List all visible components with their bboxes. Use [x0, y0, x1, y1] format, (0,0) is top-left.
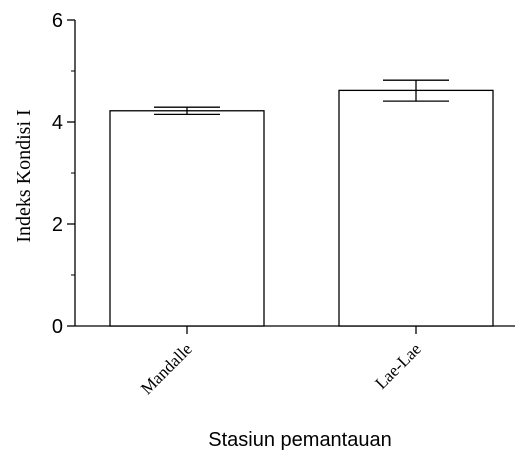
bar-lae-lae: [338, 89, 494, 327]
y-tick-label: 4: [52, 112, 63, 134]
bar-mandalle: [109, 110, 265, 327]
error-bars: [154, 79, 449, 115]
x-tick-label: Lae-Lae: [371, 339, 424, 392]
y-tick-label: 6: [52, 10, 63, 32]
y-tick-label: 0: [52, 316, 63, 338]
x-tick-label: Mandalle: [137, 339, 196, 398]
bars: [109, 89, 494, 327]
y-ticks: 0 2 4 6: [52, 10, 75, 338]
x-axis-title: Stasiun pemantauan: [208, 429, 391, 451]
y-tick-label: 2: [52, 214, 63, 236]
y-axis-title: Indeks Kondisi I: [13, 109, 35, 242]
x-ticks: Mandalle Lae-Lae: [137, 326, 425, 398]
